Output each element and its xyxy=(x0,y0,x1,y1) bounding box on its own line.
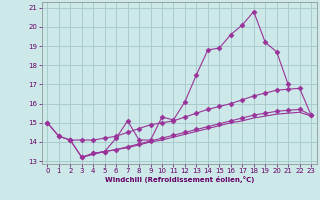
X-axis label: Windchill (Refroidissement éolien,°C): Windchill (Refroidissement éolien,°C) xyxy=(105,176,254,183)
